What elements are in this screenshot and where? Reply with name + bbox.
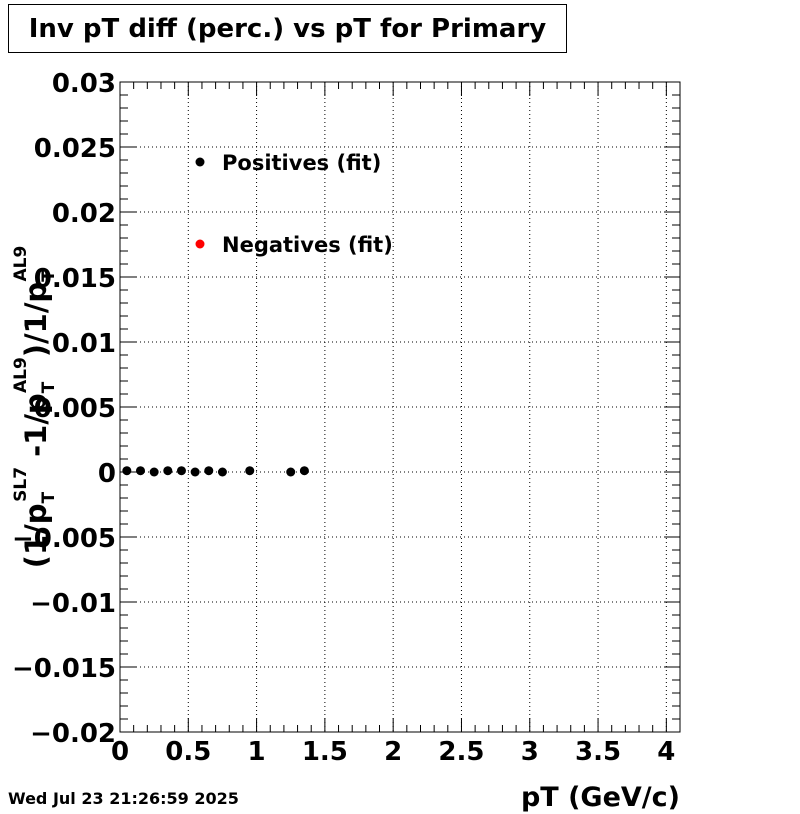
legend: Positives (fit) Negatives (fit) xyxy=(195,151,393,257)
legend-label-negatives: Negatives (fit) xyxy=(222,233,393,257)
y-tick-label: −0.01 xyxy=(30,589,116,619)
data-point xyxy=(149,467,159,477)
x-tick-label: 3.5 xyxy=(575,737,621,767)
y-tick-label: 0.01 xyxy=(52,329,116,359)
data-point xyxy=(176,466,186,476)
data-point xyxy=(286,467,296,477)
data-point xyxy=(135,466,145,476)
y-tick-label: −0.005 xyxy=(12,524,116,554)
data-point xyxy=(217,467,227,477)
legend-marker-negatives xyxy=(195,239,205,249)
tick-labels: 0 0.5 1 1.5 2 2.5 3 3.5 4 0.03 0.025 0.02 0.015 0.01 0… xyxy=(12,69,675,767)
data-point xyxy=(245,466,255,476)
legend-label-positives: Positives (fit) xyxy=(222,151,381,175)
grid xyxy=(120,82,680,732)
y-tick-label: 0.02 xyxy=(52,199,116,229)
chart-title: Inv pT diff (perc.) vs pT for Primary xyxy=(8,4,567,53)
x-axis-title: pT (GeV/c) xyxy=(521,782,680,813)
x-tick-label: 3 xyxy=(521,737,539,767)
data-points xyxy=(122,466,309,477)
x-tick-label: 4 xyxy=(657,737,675,767)
x-tick-label: 2.5 xyxy=(438,737,484,767)
y-tick-label: 0.03 xyxy=(52,69,116,99)
x-tick-label: 2 xyxy=(384,737,402,767)
timestamp: Wed Jul 23 21:26:59 2025 xyxy=(8,789,239,808)
data-point xyxy=(204,466,214,476)
y-tick-label: −0.02 xyxy=(30,719,116,749)
y-tick-label: 0.025 xyxy=(34,134,116,164)
y-tick-label: 0.005 xyxy=(34,394,116,424)
x-tick-label: 1.5 xyxy=(302,737,348,767)
x-tick-label: 0 xyxy=(111,737,129,767)
data-point xyxy=(190,467,200,477)
y-tick-label: 0.015 xyxy=(34,264,116,294)
legend-marker-positives xyxy=(195,157,205,167)
y-axis-title: (1/pTSL7 -1/pTAL9)/1/pTAL9 xyxy=(11,246,59,569)
x-tick-label: 0.5 xyxy=(165,737,211,767)
y-tick-label: 0 xyxy=(98,459,116,489)
x-tick-label: 1 xyxy=(248,737,266,767)
axis-ticks xyxy=(119,81,681,733)
data-point xyxy=(163,466,173,476)
data-point xyxy=(122,466,132,476)
data-point xyxy=(299,466,309,476)
y-tick-label: −0.015 xyxy=(12,654,116,684)
